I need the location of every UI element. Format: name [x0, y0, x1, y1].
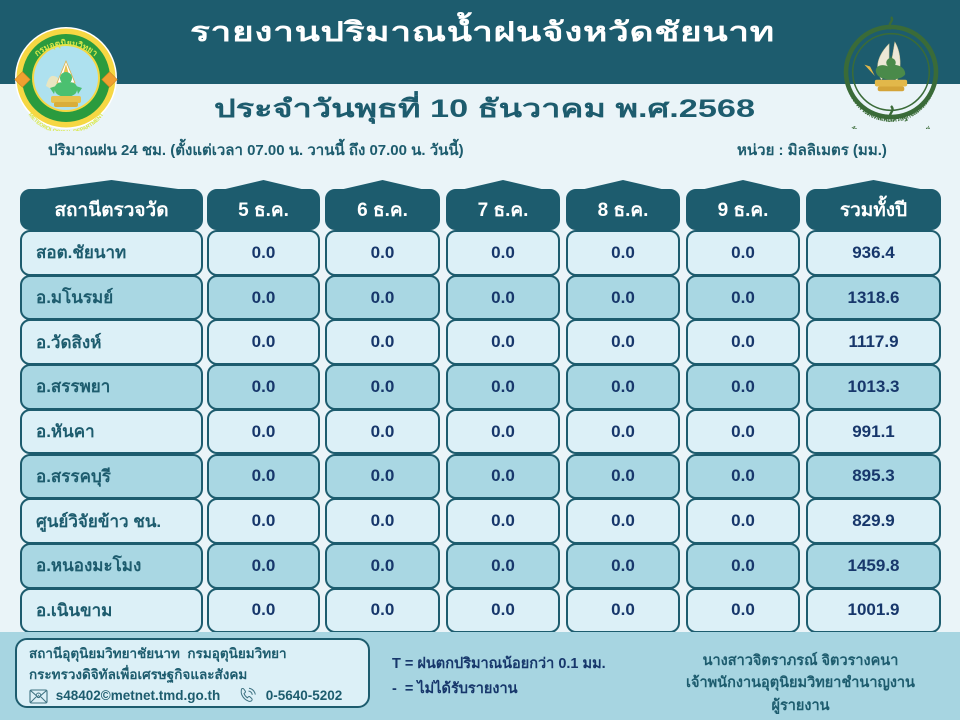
svg-text:Ministry of Digital Economy an: Ministry of Digital Economy and Society: [850, 124, 933, 129]
svg-text:กระทรวงดิจิทัลเพื่อเศรษฐกิจและ: กระทรวงดิจิทัลเพื่อเศรษฐกิจและสังคม: [848, 93, 933, 123]
